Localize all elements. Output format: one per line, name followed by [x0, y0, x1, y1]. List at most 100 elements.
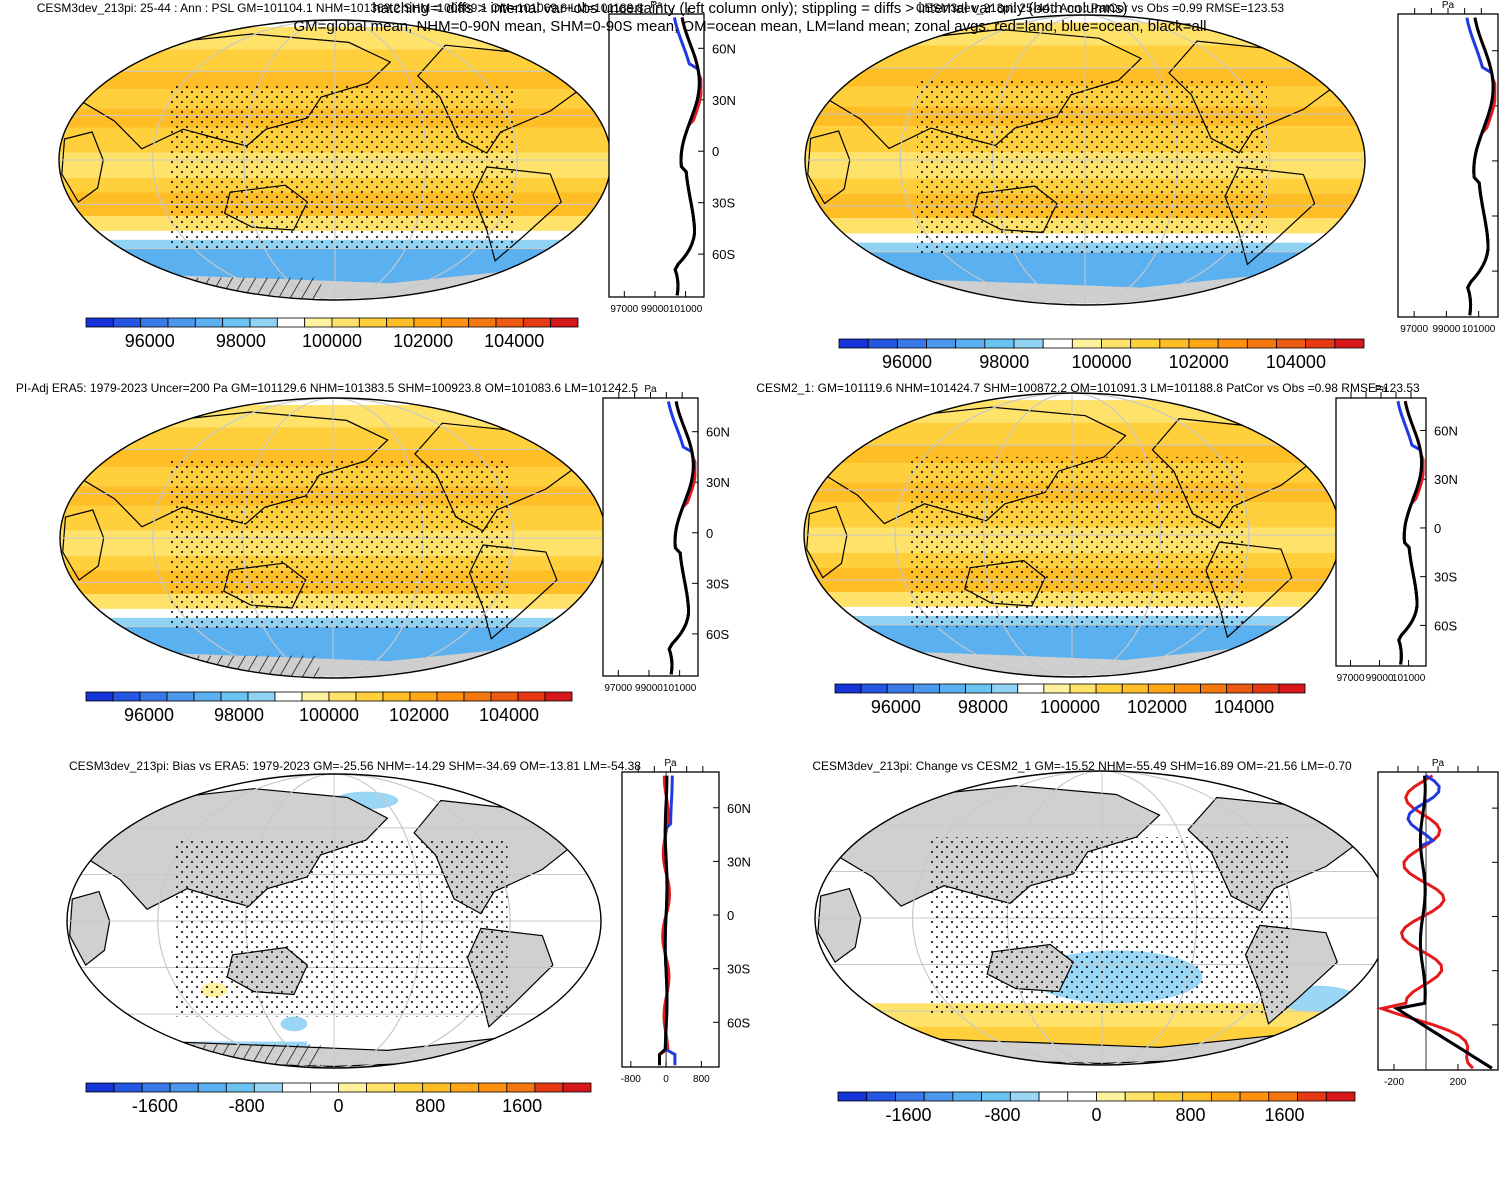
colorbar-box [382, 691, 411, 702]
zonal-lat-label: 30N [706, 475, 730, 490]
colorbar-box [896, 338, 927, 349]
colorbar-3: 96000 98000 100000 102000 104000 [834, 683, 1306, 717]
zonal-lat-label: 0 [706, 526, 713, 541]
zonal-lat-label: 60N [1434, 423, 1458, 438]
zonal-panel-0: Pa 60N 30N 0 30S 60S 97000 99000 101000 [608, 0, 736, 315]
panel-title-2: PI-Adj ERA5: 1979-2023 Uncer=200 Pa GM=1… [16, 381, 639, 395]
colorbar-box [860, 683, 888, 694]
colorbar-tick-label: 100000 [1040, 697, 1100, 717]
zonal-line-black [1392, 775, 1493, 1070]
colorbar-box [1246, 338, 1277, 349]
colorbar-box [225, 1082, 255, 1093]
colorbar-box [1334, 338, 1365, 349]
zonal-x-label: 97000 [610, 304, 638, 315]
colorbar-box [534, 1082, 564, 1093]
colorbar-box [1121, 683, 1149, 694]
zonal-lat-label: 30N [727, 854, 751, 869]
zonal-x-label: 97000 [1400, 324, 1428, 335]
colorbar-tick-label: -800 [229, 1096, 265, 1116]
zonal-lat-label: 0 [1434, 521, 1441, 536]
colorbar-tick-label: 96000 [882, 352, 932, 372]
zonal-x-label: 200 [1450, 1077, 1467, 1088]
zonal-x-label: -800 [621, 1074, 641, 1085]
zonal-x-label: 101000 [1462, 324, 1496, 335]
zonal-frame [1377, 771, 1499, 1071]
colorbar-tick-label: 800 [1175, 1105, 1205, 1125]
colorbar-tick-label: 1600 [502, 1096, 542, 1116]
colorbar-box [1147, 683, 1175, 694]
colorbar-box [991, 683, 1019, 694]
zonal-x-label: 97000 [604, 683, 632, 694]
colorbar-box [1174, 683, 1201, 694]
colorbar-tick-label: -1600 [885, 1105, 931, 1125]
colorbar-box [85, 691, 114, 702]
zonal-x-label: 101000 [1392, 673, 1426, 684]
colorbar-4: -1600 -800 0 800 1600 [85, 1082, 592, 1116]
colorbar-box [1042, 338, 1073, 349]
zonal-lat-label: 60S [706, 627, 729, 642]
continent-africa [62, 509, 105, 581]
colorbar-box [140, 317, 169, 328]
colorbar-box [197, 1082, 227, 1093]
map-panel-3 [803, 392, 1341, 678]
colorbar-tick-label: 100000 [302, 331, 362, 351]
colorbar-box [413, 317, 442, 328]
colorbar-box [249, 317, 278, 328]
panel-title-3: CESM2_1: GM=101119.6 NHM=101424.7 SHM=10… [756, 381, 1420, 395]
zonal-lat-label: 60N [712, 41, 736, 56]
colorbar-box [1095, 683, 1123, 694]
colorbar-box [834, 683, 862, 694]
colorbar-tick-label: -800 [984, 1105, 1020, 1125]
colorbar-tick-label: 104000 [1266, 352, 1326, 372]
colorbar-box [1200, 683, 1228, 694]
zonal-line-black [673, 17, 701, 296]
colorbar-tick-label: 102000 [393, 331, 453, 351]
colorbar-box [281, 1082, 311, 1093]
zonal-x-label: 99000 [1366, 673, 1394, 684]
colorbar-box [274, 691, 303, 702]
map-fill [60, 398, 606, 678]
colorbar-box [506, 1082, 536, 1093]
colorbar-box [141, 1082, 171, 1093]
colorbar-box [1043, 683, 1071, 694]
colorbar-box [490, 691, 519, 702]
colorbar-box [886, 683, 914, 694]
zonal-x-label: 0 [663, 1074, 669, 1085]
continent-africa [817, 887, 862, 963]
stippling [169, 83, 515, 251]
colorbar-box [562, 1082, 592, 1093]
colorbar-box [912, 683, 940, 694]
zonal-lat-label: 60S [712, 247, 735, 262]
zonal-units: Pa [1375, 384, 1388, 395]
colorbar-box [923, 1091, 954, 1102]
zonal-lat-label: 60N [727, 801, 751, 816]
colorbar-tick-label: 104000 [484, 331, 544, 351]
colorbar-box [1013, 338, 1044, 349]
stippling [173, 840, 508, 1017]
zonal-frame [1397, 13, 1499, 318]
colorbar-tick-label: 102000 [1127, 697, 1187, 717]
stippling [911, 456, 1247, 628]
colorbar-tick-label: 104000 [479, 705, 539, 725]
zonal-lat-label: 30S [712, 196, 735, 211]
colorbar-tick-label: 96000 [871, 697, 921, 717]
colorbar-box [394, 1082, 424, 1093]
colorbar-box [1217, 338, 1248, 349]
zonal-line-black [1397, 400, 1424, 665]
colorbar-box [85, 317, 114, 328]
colorbar-box [386, 317, 415, 328]
colorbar-box [1017, 683, 1045, 694]
zonal-line-black [667, 401, 695, 675]
colorbar-tick-label: 102000 [1169, 352, 1229, 372]
zonal-lat-label: 30S [706, 576, 729, 591]
zonal-lat-label: 30N [1434, 472, 1458, 487]
footer-line-2: GM=global mean, NHM=0-90N mean, SHM=0-90… [293, 18, 1207, 35]
colorbar-5: -1600 -800 0 800 1600 [837, 1091, 1356, 1125]
zonal-x-label: 99000 [1432, 324, 1460, 335]
colorbar-box [194, 317, 224, 328]
colorbar-box [895, 1091, 925, 1102]
colorbar-tick-label: -1600 [132, 1096, 178, 1116]
colorbar-box [328, 691, 357, 702]
zonal-lat-label: 0 [727, 908, 734, 923]
colorbar-box [436, 691, 465, 702]
